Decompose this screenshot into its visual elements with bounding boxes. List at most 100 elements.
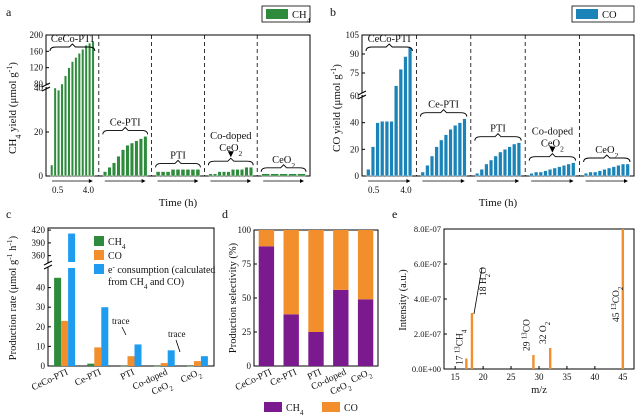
data-bar — [625, 163, 630, 177]
group-label: CeCo-PTI — [51, 34, 95, 45]
x-tick-label: CeCo-PTI — [234, 368, 274, 394]
y-tick-label: 6.0E-07 — [414, 259, 441, 269]
data-bar — [160, 171, 166, 177]
panel-b: b 0 20 40 60 75 90 105 CeCo-PTI Ce-PTI PTI Co-doped… — [329, 5, 635, 209]
panel-e: e 0.0E+00 2.0E-07 4.0E-07 6.0E-07 8.0E-07 15 20… — [392, 207, 635, 396]
panel-letter: d — [222, 207, 228, 221]
data-bar — [160, 363, 168, 366]
data-bar — [283, 230, 299, 315]
y-tick-label: 390 — [32, 238, 46, 248]
data-bar — [91, 40, 95, 177]
data-bar — [258, 230, 275, 247]
data-bar — [538, 171, 543, 177]
y-tick-label: 0 — [247, 361, 252, 371]
data-bar — [308, 332, 324, 366]
annotation-arrow — [473, 267, 483, 315]
data-bar — [288, 173, 297, 177]
x-tick-label: CeO2 — [179, 367, 204, 388]
legend-swatch — [322, 402, 340, 412]
data-bar — [61, 320, 69, 366]
data-bar — [195, 169, 201, 177]
data-bar — [475, 173, 480, 177]
annotation-arrow — [175, 339, 181, 353]
data-bar — [77, 53, 81, 177]
data-bar — [453, 125, 458, 177]
data-bar — [479, 169, 484, 177]
arrow-icon — [227, 151, 234, 158]
group-bracket — [207, 157, 254, 166]
y-tick-label: 20 — [36, 322, 46, 332]
data-bar — [53, 87, 57, 177]
spectrum-peak — [470, 313, 474, 369]
data-bar — [297, 173, 306, 177]
arrow-icon — [549, 146, 556, 153]
y-tick-label: 20 — [350, 144, 360, 154]
x-tick-label: 0.5 — [52, 185, 64, 195]
group-label: CeO2 — [595, 145, 618, 160]
y-tick-label: 30 — [36, 302, 46, 312]
data-bar — [507, 146, 512, 177]
data-bar — [249, 166, 253, 177]
data-bar — [57, 89, 61, 177]
data-bar — [543, 170, 548, 177]
data-bar — [283, 314, 299, 366]
arrow-icon — [88, 179, 93, 183]
arrow-icon — [624, 179, 628, 183]
data-bar — [566, 163, 571, 177]
data-bar — [443, 134, 448, 177]
group-label: CeCo-PTI — [368, 34, 412, 45]
peak-label: 18 H2O — [479, 267, 492, 296]
data-bar — [143, 136, 148, 177]
data-bar — [235, 169, 240, 177]
data-bar — [529, 173, 534, 177]
data-bar — [457, 122, 462, 177]
spectrum-peak — [548, 348, 552, 369]
data-bar — [87, 363, 95, 366]
x-tick-label: 30 — [535, 372, 545, 382]
peak-label: 17 13CH4 — [454, 329, 468, 365]
x-axis-label: m/z — [531, 385, 547, 396]
arrow-icon — [247, 179, 252, 183]
annotation: trace — [168, 329, 185, 339]
data-bar — [116, 155, 121, 177]
data-bar — [484, 163, 489, 177]
data-bar — [213, 173, 218, 177]
y-tick-label: 40 — [350, 118, 360, 128]
data-bar — [425, 165, 430, 177]
x-tick-label: 4.0 — [400, 185, 412, 195]
data-bar — [534, 171, 539, 177]
data-bar — [134, 140, 139, 177]
group-bracket — [419, 109, 468, 117]
data-bar — [134, 344, 142, 366]
data-bar — [129, 142, 134, 177]
x-tick-label: 40 — [590, 372, 600, 382]
group-bracket — [365, 43, 413, 52]
x-tick-label: 20 — [479, 372, 489, 382]
group-label: CeO2 — [272, 155, 295, 170]
legend-swatch — [94, 264, 104, 274]
y-tick-label: 2.0E-07 — [414, 329, 441, 339]
data-bar — [616, 165, 621, 177]
group-label: Co-doped — [210, 131, 252, 142]
y-tick-label: 0 — [39, 171, 44, 181]
data-bar — [258, 246, 275, 366]
x-tick-label: PTI — [119, 368, 136, 383]
legend-label: CO — [108, 251, 122, 262]
data-bar — [153, 365, 161, 367]
data-bar — [512, 143, 517, 177]
data-bar — [571, 162, 576, 177]
x-tick-label: CeCo-PTI — [30, 368, 70, 394]
data-bar — [602, 169, 607, 177]
arrow-icon — [569, 179, 574, 183]
x-axis-label: Time (h) — [159, 197, 198, 209]
y-tick-label: 25 — [242, 327, 252, 337]
legend-label: CO — [344, 403, 358, 414]
y-tick-label: 0.0E+00 — [412, 364, 441, 374]
axis-break-mark — [43, 260, 53, 266]
data-bar — [420, 171, 425, 177]
data-bar — [611, 166, 616, 177]
y-tick-label: 360 — [32, 251, 46, 261]
data-bar — [448, 129, 453, 177]
data-bar — [561, 165, 567, 177]
